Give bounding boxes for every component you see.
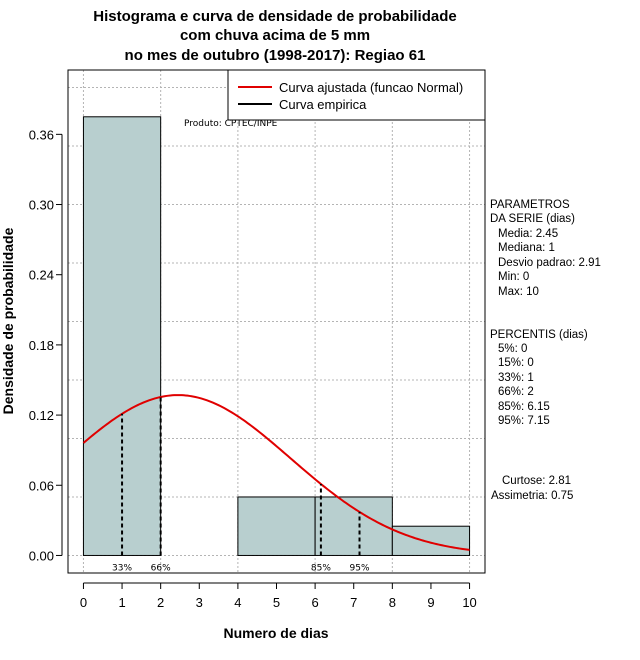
- percentil-66: 66%: 2: [498, 386, 534, 398]
- percentis-title: PERCENTIS (dias): [490, 329, 588, 341]
- chart-title-line-2: com chuva acima de 5 mm: [180, 27, 370, 44]
- legend-label-empirical: Curva empirica: [279, 97, 367, 112]
- x-tick-label: 6: [311, 595, 318, 610]
- stats-panel: PARAMETROS DA SERIE (dias) Media: 2.45 M…: [490, 199, 601, 502]
- legend: Curva ajustada (funcao Normal) Curva emp…: [227, 69, 486, 121]
- x-tick-label: 7: [350, 595, 357, 610]
- param-min: Min: 0: [498, 271, 529, 283]
- histogram-bars: [82, 116, 471, 556]
- y-tick-label: 0.18: [29, 338, 54, 353]
- y-axis: 0.00 0.06 0.12 0.18 0.24 0.30 0.36: [29, 127, 63, 563]
- x-axis: 0 1 2 3 4 5 6 7 8 9 10: [80, 582, 477, 610]
- histogram-bar: [391, 525, 471, 556]
- x-tick-label: 3: [196, 595, 203, 610]
- x-tick-label: 10: [462, 595, 476, 610]
- param-mediana: Mediana: 1: [498, 242, 555, 254]
- y-tick-label: 0.24: [29, 268, 54, 283]
- normal-fit-curve: [82, 394, 470, 551]
- percentile-marker-label: 66%: [151, 563, 171, 573]
- percentil-5: 5%: 0: [498, 343, 527, 355]
- stat-curtose: Curtose: 2.81: [502, 475, 571, 487]
- chart-title-line-3: no mes de outubro (1998-2017): Regiao 61: [125, 47, 426, 64]
- param-max: Max: 10: [498, 286, 539, 298]
- x-tick-label: 4: [234, 595, 241, 610]
- normal-curve-layer: [82, 394, 470, 551]
- x-tick-label: 1: [118, 595, 125, 610]
- histogram-bar: [237, 496, 316, 556]
- x-tick-label: 2: [157, 595, 164, 610]
- y-tick-label: 0.30: [29, 198, 54, 213]
- y-tick-label: 0.06: [29, 478, 54, 493]
- stat-assimetria: Assimetria: 0.75: [491, 490, 573, 502]
- x-tick-label: 0: [80, 595, 87, 610]
- x-tick-label: 9: [427, 595, 434, 610]
- product-annotation: Produto: CPTEC/INPE: [184, 119, 278, 129]
- percentil-33: 33%: 1: [498, 372, 534, 384]
- legend-label-normal: Curva ajustada (funcao Normal): [279, 80, 463, 95]
- params-title-2: DA SERIE (dias): [490, 213, 575, 225]
- params-title-1: PARAMETROS: [490, 199, 570, 211]
- chart-title-line-1: Histograma e curva de densidade de proba…: [93, 8, 456, 25]
- histogram-bar: [314, 496, 393, 556]
- legend-box: [227, 69, 486, 121]
- param-desvio: Desvio padrao: 2.91: [498, 257, 601, 269]
- percentil-95: 95%: 7.15: [498, 415, 550, 427]
- percentile-marker-label: 33%: [112, 563, 132, 573]
- y-tick-label: 0.00: [29, 548, 54, 563]
- percentile-markers: 33% 66% 85% 95%: [112, 396, 370, 573]
- y-tick-label: 0.36: [29, 127, 54, 142]
- percentile-marker-label: 95%: [350, 563, 370, 573]
- x-tick-label: 5: [273, 595, 280, 610]
- x-tick-label: 8: [389, 595, 396, 610]
- y-tick-label: 0.12: [29, 408, 54, 423]
- x-axis-title: Numero de dias: [223, 625, 328, 641]
- percentil-85: 85%: 6.15: [498, 401, 550, 413]
- percentile-marker-label: 85%: [311, 563, 331, 573]
- percentil-15: 15%: 0: [498, 357, 534, 369]
- y-axis-title: Densidade de probabilidade: [0, 227, 16, 414]
- param-media: Media: 2.45: [498, 228, 558, 240]
